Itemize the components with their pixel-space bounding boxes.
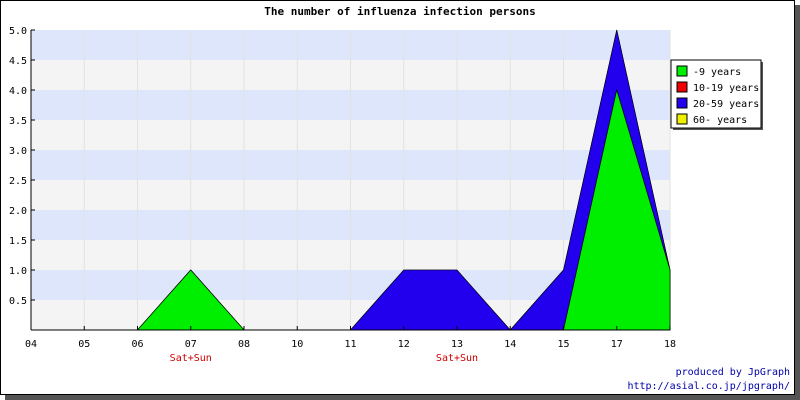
legend: -9 years 10-19 years 20-59 years 60- years [670,59,763,130]
x-tick-label: 17 [611,339,623,350]
legend-label: -9 years [693,67,741,78]
x-tick-label: 13 [451,339,463,350]
legend-swatch [676,113,688,125]
x-tick-label: 11 [344,339,356,350]
y-tick-label: 2.5 [9,176,27,187]
credit-line-2: http://asial.co.jp/jpgraph/ [627,381,790,392]
y-tick-label: 2.0 [9,206,27,217]
x-tick-label: 04 [25,339,37,350]
chart-title: The number of influenza infection person… [264,5,536,18]
credit-line-1: produced by JpGraph [676,367,790,378]
y-tick-labels: 0.5 1.0 1.5 2.0 2.5 3.0 3.5 4.0 4.5 5.0 [9,26,35,307]
legend-label: 10-19 years [693,83,759,94]
x-tick-label: 07 [185,339,197,350]
x-tick-label: 18 [664,339,676,350]
y-tick-label: 4.5 [9,56,27,67]
y-tick-label: 5.0 [9,26,27,37]
legend-label: 60- years [693,115,747,126]
x-tick-label: 15 [557,339,569,350]
x-tick-label: 12 [398,339,410,350]
y-tick-label: 0.5 [9,296,27,307]
legend-swatch [676,97,688,109]
y-tick-label: 3.5 [9,116,27,127]
weekend-note-label: Sat+Sun [170,353,212,364]
y-tick-label: 1.0 [9,266,27,277]
y-tick-label: 4.0 [9,86,27,97]
weekend-note-label: Sat+Sun [436,353,478,364]
y-tick-label: 3.0 [9,146,27,157]
y-tick-label: 1.5 [9,236,27,247]
x-tick-label: 10 [291,339,303,350]
x-tick-label: 08 [238,339,250,350]
x-tick-label: 14 [504,339,516,350]
legend-swatch [676,81,688,93]
x-tick-label: 06 [131,339,143,350]
legend-label: 20-59 years [693,99,759,110]
x-tick-label: 05 [78,339,90,350]
legend-swatch [676,65,688,77]
x-tick-labels: 04 05 06 07 Sat+Sun 08 10 11 12 13 Sat+Sun 14 15 17 18 [25,326,676,364]
